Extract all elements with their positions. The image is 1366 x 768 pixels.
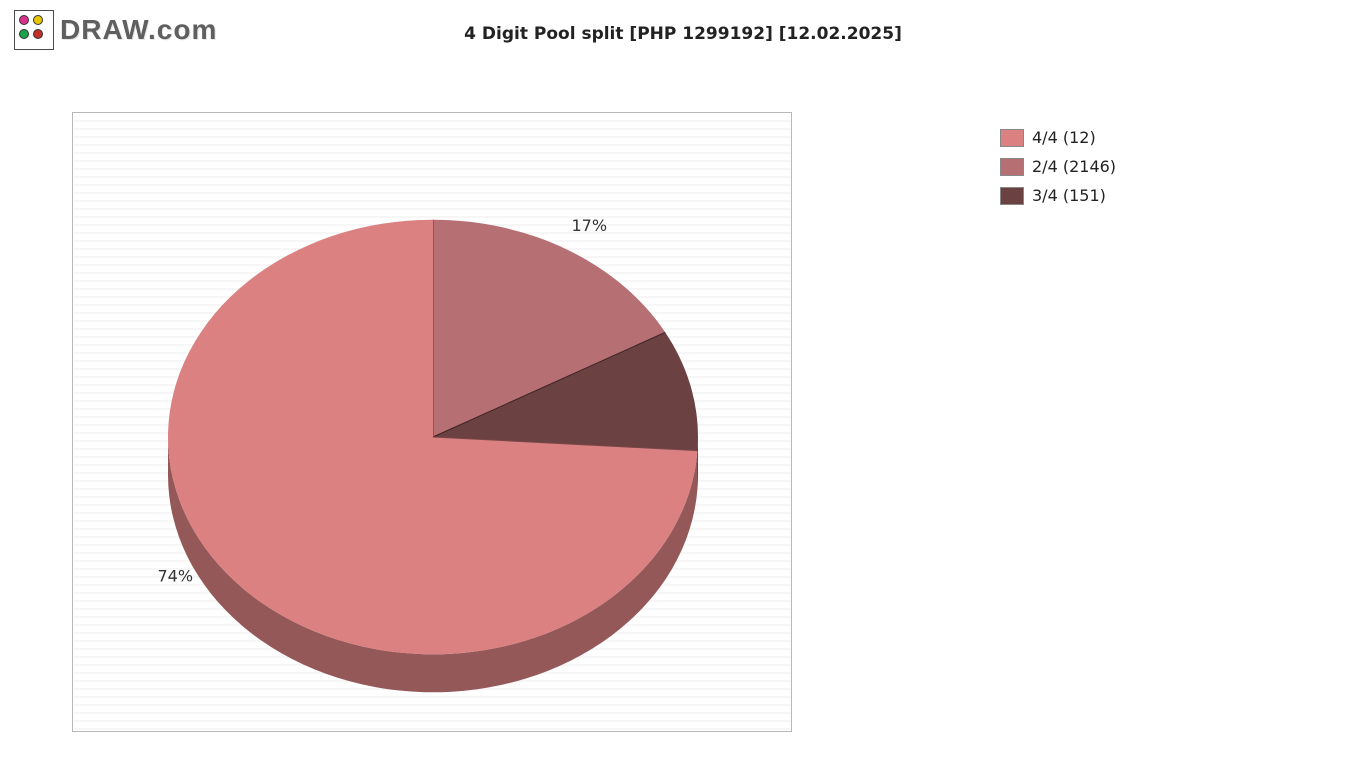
- legend-swatch-4_of_4: [1000, 129, 1024, 147]
- pie-label-4_of_4: 74%: [158, 567, 194, 586]
- legend-label-3_of_4: 3/4 (151): [1032, 186, 1106, 205]
- chart-plot-frame: 17%9%74%: [72, 112, 792, 732]
- legend-item-2_of_4: 2/4 (2146): [1000, 157, 1116, 176]
- pie-svg: 17%9%74%: [153, 157, 713, 717]
- chart-title: 4 Digit Pool split [PHP 1299192] [12.02.…: [0, 24, 1366, 44]
- pie-chart: 17%9%74%: [153, 157, 713, 717]
- legend-label-2_of_4: 2/4 (2146): [1032, 157, 1116, 176]
- chart-legend: 4/4 (12) 2/4 (2146) 3/4 (151): [1000, 128, 1116, 215]
- legend-label-4_of_4: 4/4 (12): [1032, 128, 1096, 147]
- legend-item-4_of_4: 4/4 (12): [1000, 128, 1116, 147]
- legend-item-3_of_4: 3/4 (151): [1000, 186, 1116, 205]
- legend-swatch-3_of_4: [1000, 187, 1024, 205]
- pie-label-2_of_4: 17%: [572, 216, 608, 235]
- legend-swatch-2_of_4: [1000, 158, 1024, 176]
